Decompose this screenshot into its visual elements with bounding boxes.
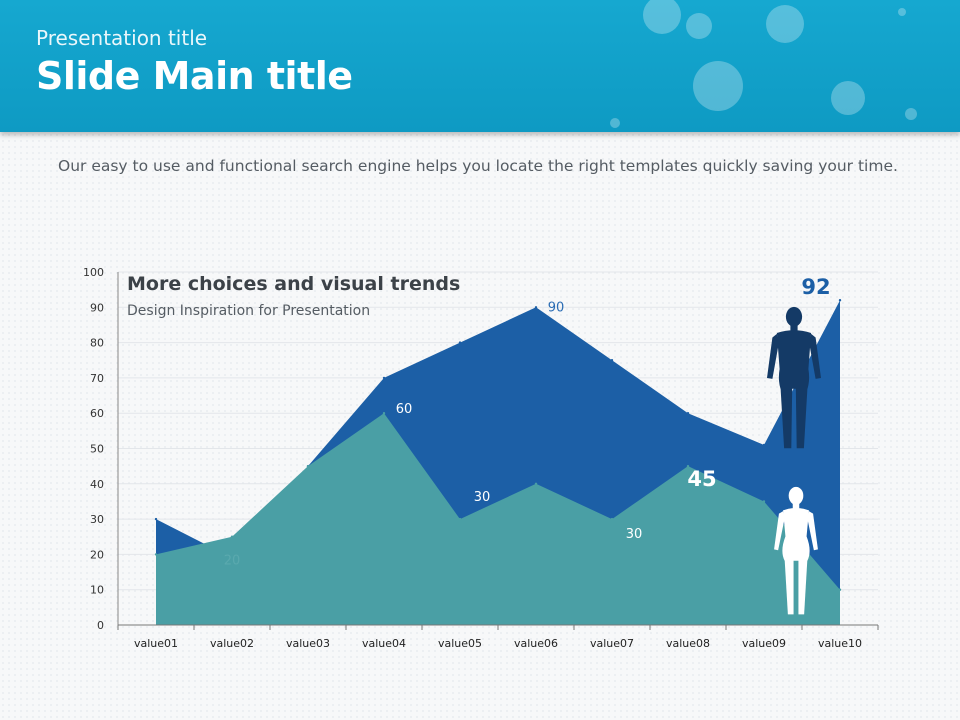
decor-bubble bbox=[905, 108, 917, 120]
y-tick-label: 80 bbox=[90, 337, 104, 350]
data-label: 45 bbox=[687, 467, 716, 491]
data-point bbox=[686, 412, 690, 415]
presentation-title: Presentation title bbox=[36, 26, 208, 50]
decor-bubble bbox=[693, 61, 743, 111]
y-tick-label: 10 bbox=[90, 584, 104, 597]
data-label: 90 bbox=[548, 300, 565, 315]
chart-title: More choices and visual trends bbox=[127, 273, 461, 295]
data-point bbox=[306, 464, 310, 468]
data-point bbox=[610, 359, 614, 362]
data-point bbox=[686, 464, 690, 468]
chart-subtitle: Design Inspiration for Presentation bbox=[127, 303, 371, 319]
data-point bbox=[534, 482, 538, 485]
x-tick-label: value05 bbox=[438, 637, 482, 650]
x-tick-label: value08 bbox=[666, 637, 710, 650]
y-tick-label: 60 bbox=[90, 407, 104, 420]
x-tick-label: value04 bbox=[362, 637, 406, 650]
data-point bbox=[382, 376, 386, 380]
data-point bbox=[762, 500, 766, 503]
data-point bbox=[838, 588, 842, 591]
decor-bubble bbox=[831, 81, 865, 115]
data-label: 20 bbox=[224, 553, 241, 568]
x-tick-label: value02 bbox=[210, 637, 254, 650]
data-point bbox=[838, 299, 842, 302]
decor-bubble bbox=[766, 5, 804, 43]
x-tick-label: value06 bbox=[514, 637, 558, 650]
slide-main-title: Slide Main title bbox=[36, 54, 353, 98]
y-tick-label: 0 bbox=[97, 619, 104, 632]
x-tick-label: value03 bbox=[286, 637, 330, 650]
y-tick-label: 30 bbox=[90, 513, 104, 526]
header-banner: Presentation title Slide Main title bbox=[0, 0, 960, 132]
decor-bubble bbox=[898, 8, 906, 16]
data-point bbox=[382, 412, 386, 415]
x-tick-label: value10 bbox=[818, 637, 862, 650]
data-point bbox=[458, 517, 462, 521]
y-tick-label: 100 bbox=[83, 266, 104, 279]
x-tick-label: value01 bbox=[134, 637, 178, 650]
x-tick-label: value09 bbox=[742, 637, 786, 650]
series-area-teal bbox=[156, 413, 840, 625]
data-label: 30 bbox=[474, 490, 491, 505]
data-point bbox=[154, 517, 158, 521]
data-point bbox=[458, 341, 462, 344]
y-tick-label: 40 bbox=[90, 478, 104, 491]
data-point bbox=[762, 443, 766, 447]
data-label: 60 bbox=[396, 402, 413, 417]
data-point bbox=[230, 535, 234, 538]
data-point bbox=[610, 517, 614, 521]
data-label: 30 bbox=[626, 527, 643, 542]
data-point bbox=[154, 553, 158, 556]
data-point bbox=[534, 306, 538, 309]
male-silhouette-icon bbox=[767, 306, 821, 449]
y-tick-label: 70 bbox=[90, 372, 104, 385]
x-tick-label: value07 bbox=[590, 637, 634, 650]
y-tick-label: 20 bbox=[90, 548, 104, 561]
slide-tagline: Our easy to use and functional search en… bbox=[58, 157, 898, 175]
female-silhouette-icon bbox=[774, 486, 818, 615]
decor-bubble bbox=[643, 0, 681, 34]
data-label: 92 bbox=[801, 275, 830, 299]
decor-bubble bbox=[610, 118, 620, 128]
y-tick-label: 90 bbox=[90, 301, 104, 314]
decor-bubble bbox=[686, 13, 712, 39]
y-tick-label: 50 bbox=[90, 443, 104, 456]
